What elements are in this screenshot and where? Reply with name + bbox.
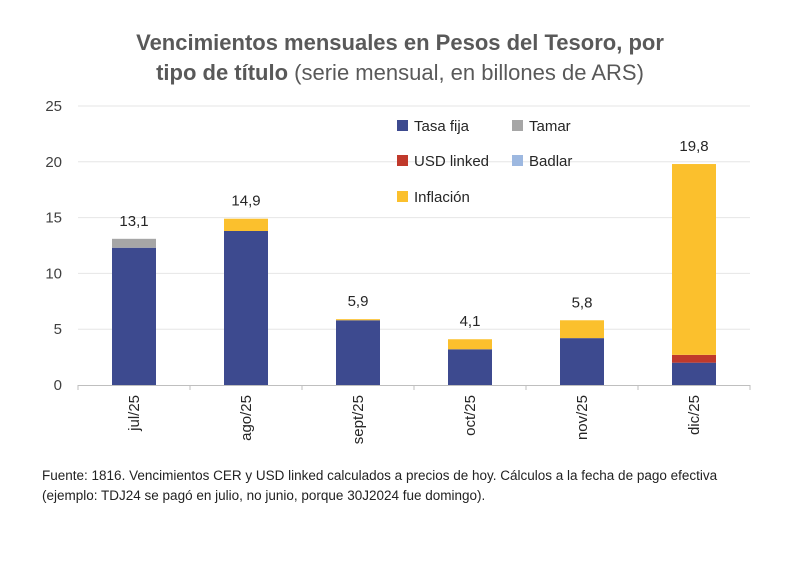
bar-segment xyxy=(560,320,604,339)
bar-total-label: 14,9 xyxy=(231,193,260,210)
bar-segment xyxy=(112,238,156,248)
bar-segment xyxy=(560,338,604,385)
bar-segment xyxy=(224,230,268,385)
y-tick-label: 20 xyxy=(45,154,62,171)
x-category-label: oct/25 xyxy=(462,395,479,436)
y-tick-label: 15 xyxy=(45,210,62,227)
chart-title: Vencimientos mensuales en Pesos del Teso… xyxy=(0,28,800,88)
bar-segment xyxy=(448,339,492,350)
bar-total-label: 5,9 xyxy=(348,293,369,310)
legend-swatch xyxy=(397,191,408,202)
x-category-label: nov/25 xyxy=(574,395,591,440)
bar-segment xyxy=(672,354,716,363)
legend-swatch xyxy=(512,120,523,131)
bar-segment xyxy=(448,349,492,385)
source-note: Fuente: 1816. Vencimientos CER y USD lin… xyxy=(42,468,718,503)
bar-segment xyxy=(672,362,716,385)
y-tick-label: 0 xyxy=(54,377,62,394)
legend-swatch xyxy=(397,155,408,166)
bar-total-label: 4,1 xyxy=(460,313,481,330)
legend-swatch xyxy=(512,155,523,166)
legend-label: Tasa fija xyxy=(414,118,470,135)
legend-label: Badlar xyxy=(529,153,572,170)
bar-segment xyxy=(336,319,380,321)
x-category-label: dic/25 xyxy=(686,395,703,435)
legend-label: USD linked xyxy=(414,153,489,170)
bar-segment xyxy=(336,320,380,385)
chart-plot: 0 5 10 15 20 25 13,1 jul/25 14,9 ago/25 5,9 sept/25… xyxy=(45,98,751,444)
chart-title-line1: Vencimientos mensuales en Pesos del Teso… xyxy=(136,30,664,55)
legend-label: Tamar xyxy=(529,118,571,135)
bar-segment xyxy=(224,218,268,231)
y-tick-label: 25 xyxy=(45,98,62,115)
x-category-label: jul/25 xyxy=(126,395,143,432)
bar-segment xyxy=(672,164,716,355)
x-category-label: sept/25 xyxy=(350,395,367,444)
chart-title-line2: tipo de título xyxy=(156,60,289,85)
x-category-label: ago/25 xyxy=(238,395,255,441)
legend-swatch xyxy=(397,120,408,131)
bar-segment xyxy=(112,247,156,385)
y-tick-label: 10 xyxy=(45,265,62,282)
chart-subtitle: (serie mensual, en billones de ARS) xyxy=(294,60,644,85)
y-tick-label: 5 xyxy=(54,321,62,338)
legend-label: Inflación xyxy=(414,189,470,206)
bar-total-label: 13,1 xyxy=(119,213,148,230)
bar-total-label: 19,8 xyxy=(679,138,708,155)
bar-total-label: 5,8 xyxy=(572,294,593,311)
